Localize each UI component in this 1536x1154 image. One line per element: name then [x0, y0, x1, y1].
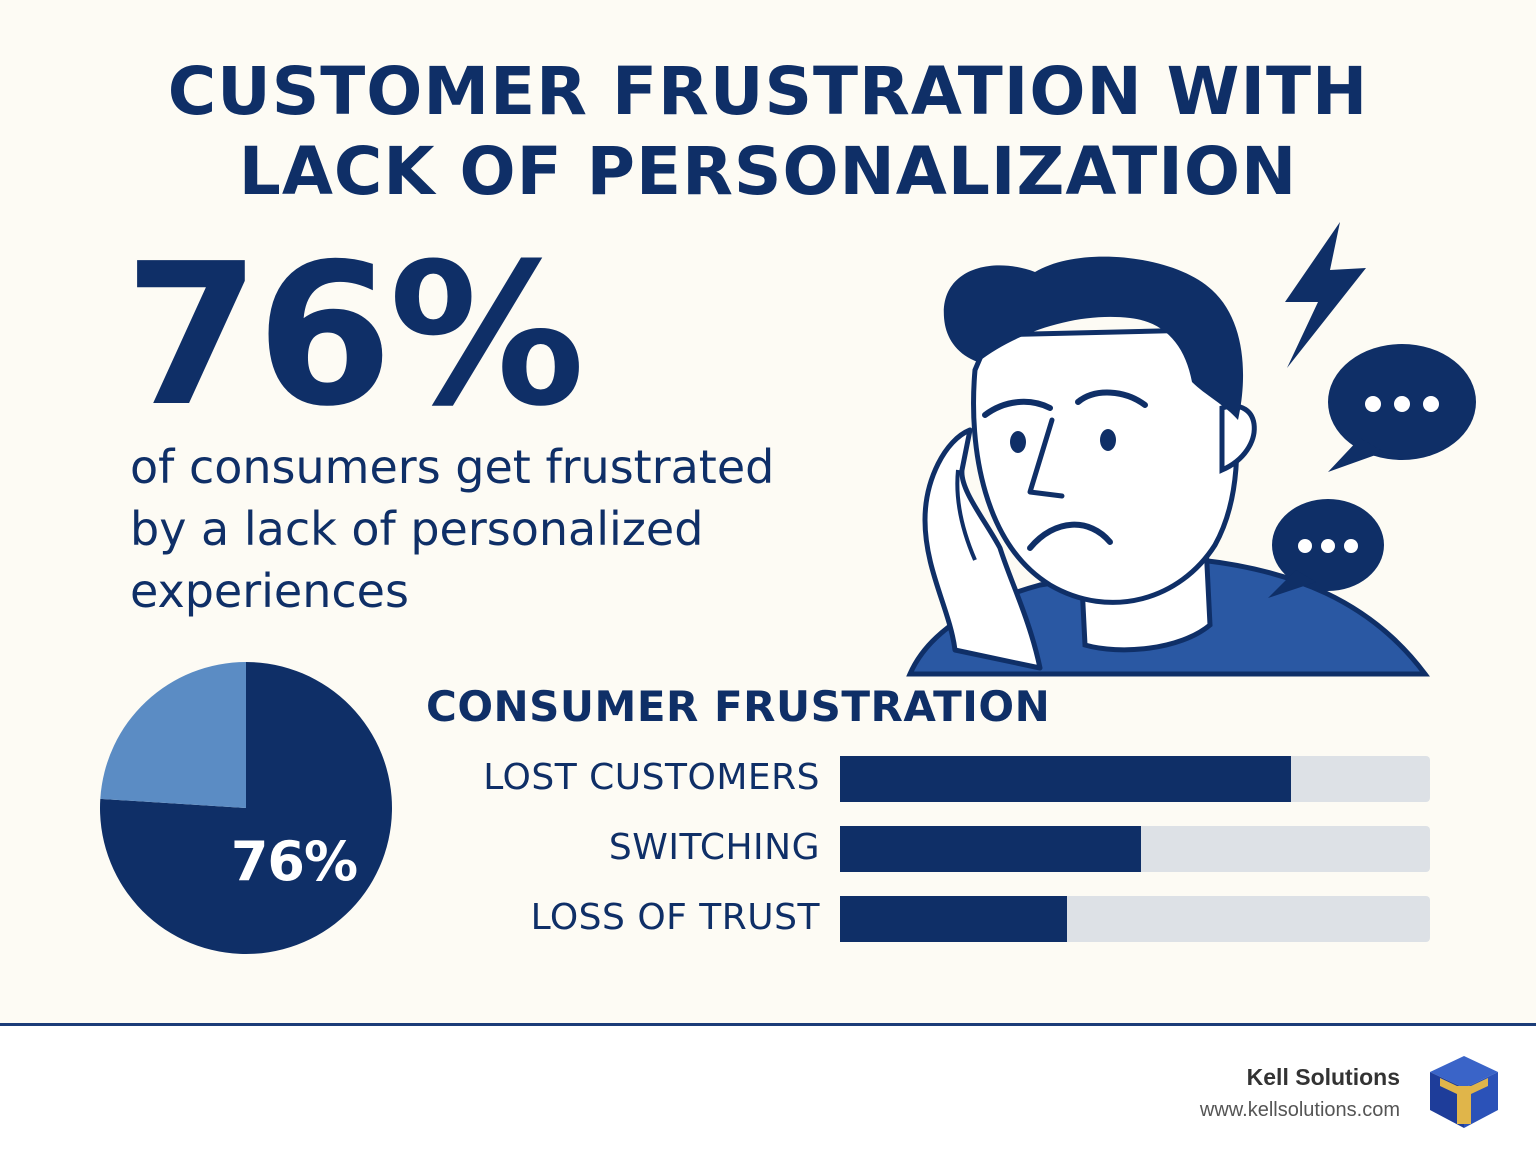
bar-label: SWITCHING [608, 827, 820, 868]
pie-chart: 76% [99, 662, 392, 954]
bar-label: LOST CUSTOMERS [483, 757, 820, 798]
pie-slice-label: 76% [231, 830, 357, 893]
bar-row: LOST CUSTOMERS [420, 754, 1430, 802]
description-line-3: experiences [130, 564, 409, 618]
hand-shape [922, 427, 1043, 671]
bar-fill [840, 896, 1068, 942]
bar-row: LOSS OF TRUST [420, 894, 1430, 942]
headline-stat: 76% [124, 222, 585, 450]
kell-cube-logo-icon [1430, 1056, 1498, 1128]
pie-slice [100, 662, 246, 808]
bar-track [840, 896, 1430, 942]
brand-url[interactable]: www.kellsolutions.com [1199, 1099, 1400, 1121]
infographic-title: CUSTOMER FRUSTRATION WITH LACK OF PERSON… [0, 52, 1536, 212]
brand-name: Kell Solutions [1246, 1064, 1400, 1090]
lightning-bolt-icon [1285, 222, 1366, 368]
hair-shape [943, 256, 1244, 420]
description-line-1: of consumers get frustrated [130, 440, 775, 494]
speech-bubble-icon [1268, 499, 1384, 598]
bar-fill [840, 756, 1292, 802]
bar-label: LOSS OF TRUST [530, 897, 820, 938]
pie-slice [99, 662, 392, 954]
description-line-2: by a lack of personalized [130, 502, 704, 556]
bar-chart-title: CONSUMER FRUSTRATION [426, 682, 1051, 731]
stat-description: of consumers get frustrated by a lack of… [130, 436, 850, 622]
bar-fill [840, 826, 1141, 872]
title-line-1: CUSTOMER FRUSTRATION WITH [167, 53, 1369, 130]
bar-track [840, 756, 1430, 802]
speech-bubble-icon [1328, 344, 1476, 472]
bar-track [840, 826, 1430, 872]
frustrated-person-illustration [906, 222, 1476, 677]
bar-chart: LOST CUSTOMERS SWITCHING LOSS OF TRUST [420, 754, 1430, 964]
footer-divider [0, 1023, 1536, 1026]
bar-row: SWITCHING [420, 824, 1430, 872]
title-line-2: LACK OF PERSONALIZATION [238, 133, 1298, 210]
